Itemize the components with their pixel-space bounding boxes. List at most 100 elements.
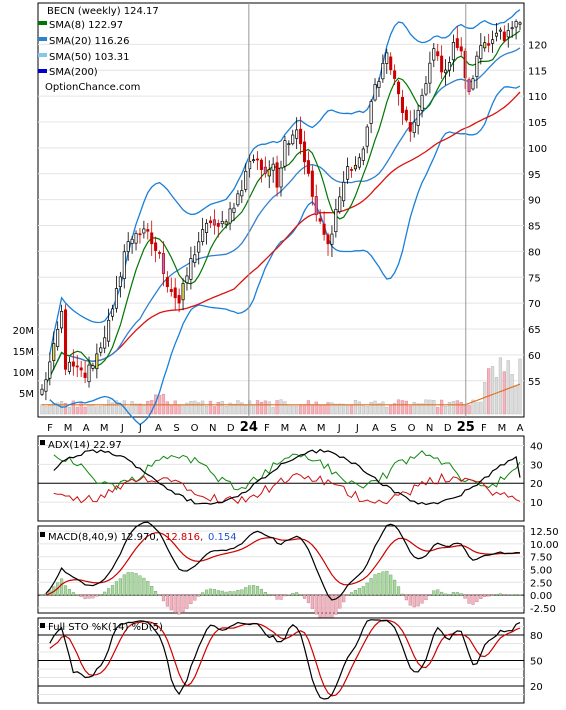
volume-bar [205,406,208,414]
volume-bar [448,402,451,414]
candle-body [147,229,149,231]
volume-bar [425,400,428,414]
volume-bar [397,400,400,414]
price-tick-label: 80 [528,247,541,258]
candle-body [60,311,62,328]
volume-bar [276,401,279,414]
volume-bar [389,405,392,414]
candle-body [417,110,419,125]
candle-body [303,142,305,162]
macd-hist-bar [84,595,87,599]
macd-hist-bar [209,589,212,595]
candle-body [174,288,176,298]
candle-body [433,49,435,60]
candle-body [327,235,329,244]
macd-hist-bar [456,592,459,595]
legend-sma50: SMA(50) 103.31 [49,52,130,63]
macd-hist-bar [229,591,232,595]
x-tick-label: O [408,423,416,434]
macd-tick-label: 7.50 [530,553,552,564]
macd-hist-bar [178,595,181,614]
price-tick-label: 105 [528,118,547,129]
macd-hist-bar [295,592,298,595]
x-tick-label: M [317,423,326,434]
legend-sma8: SMA(8) 122.97 [49,20,123,31]
candle-body [56,329,58,346]
candle-body [437,52,439,56]
candle-body [162,253,164,273]
volume-bar [303,405,306,414]
x-tick-label: N [209,423,216,434]
candle-body [319,219,321,222]
candle-body [480,46,482,59]
candle-body [107,320,109,341]
macd-hist-bar [268,594,271,595]
volume-bar [440,400,443,414]
volume-bar [452,401,455,414]
candle-body [366,127,368,146]
volume-bar [170,405,173,414]
macd-hist-bar [291,593,294,595]
candle-body [444,70,446,73]
macd-hist-bar [354,590,357,595]
macd-hist-bar [256,586,259,595]
candle-body [166,277,168,286]
adx-tick-label: 20 [530,479,543,490]
candle-body [421,95,423,110]
candle-body [225,222,227,224]
sto-tick-label: 80 [530,631,543,642]
volume-bar [362,405,365,414]
volume-bar [507,360,510,414]
volume-tick-label: 5M [19,389,34,400]
volume-tick-label: 15M [13,347,34,358]
volume-bar [166,402,169,414]
macd-hist-bar [237,590,240,595]
candle-body [260,160,262,169]
macd-hist-bar [131,572,134,595]
macd-hist-bar [68,589,71,595]
candle-body [205,223,207,232]
x-tick-label: A [372,423,379,434]
macd-hist-bar [483,595,486,597]
macd-legend-swatch [40,532,45,537]
volume-bar [374,401,377,414]
candle-body [350,169,352,170]
macd-hist-bar [225,592,228,595]
macd-hist-bar [280,595,283,599]
x-tick-label: F [481,423,487,434]
candle-body [111,309,113,316]
macd-hist-bar [248,586,251,595]
x-tick-label: F [264,423,270,434]
volume-bar [92,405,95,414]
macd-hist-bar [385,571,388,595]
macd-hist-bar [401,594,404,595]
candle-body [272,164,274,170]
candle-body [295,130,297,138]
volume-bar [319,406,322,414]
volume-bar [311,405,314,414]
price-tick-label: 55 [528,377,541,388]
x-tick-label: M [498,423,507,434]
macd-label: MACD(8,40,9) 12.970, [48,532,159,543]
price-tick-label: 100 [528,144,547,155]
candle-body [280,168,282,187]
price-tick-label: 75 [528,273,541,284]
macd-hist-bar [381,572,384,595]
volume-bar [272,407,275,414]
candle-body [397,82,399,94]
volume-bar [342,404,345,414]
candle-body [315,196,317,214]
macd-hist-bar [468,595,471,603]
candle-body [158,252,160,253]
volume-bar [338,404,341,414]
volume-bar [178,406,181,414]
legend-swatch-sma20 [38,37,47,41]
macd-hist-bar [252,585,255,595]
macd-hist-bar [405,595,408,600]
volume-bar [354,400,357,414]
macd-hist-bar [182,595,185,612]
volume-tick-label: 20M [13,326,34,337]
macd-hist-bar [472,595,475,604]
